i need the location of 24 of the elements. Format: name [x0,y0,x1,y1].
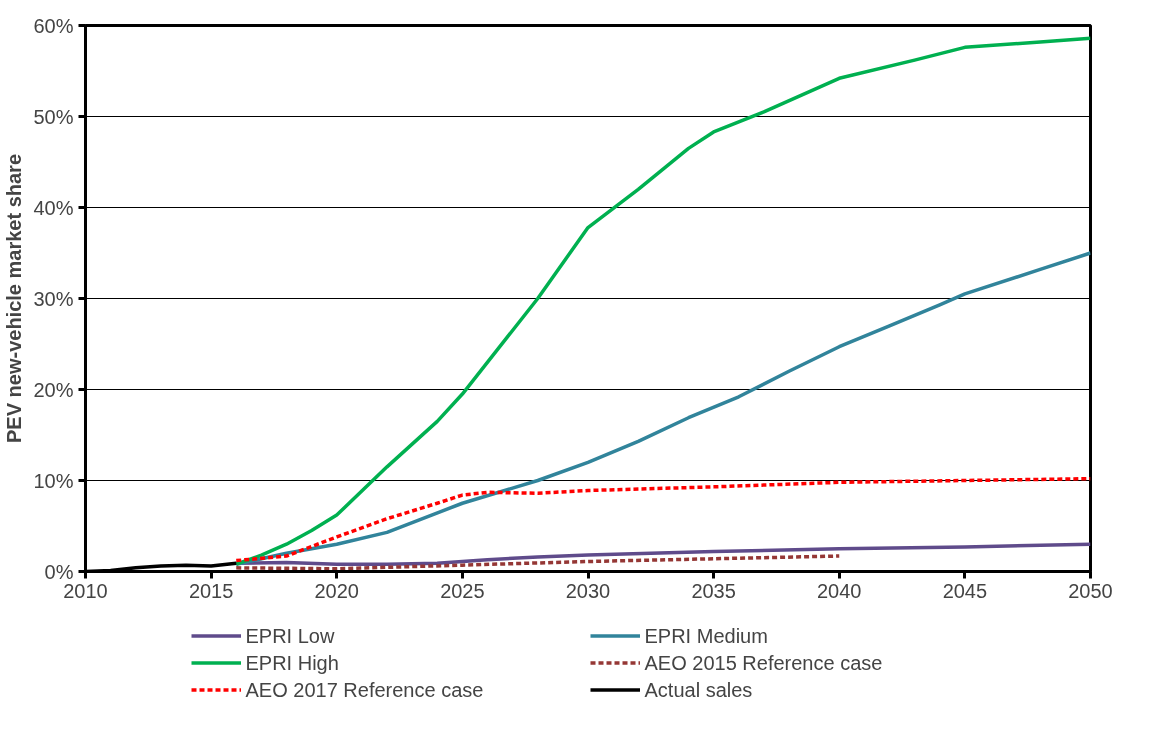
x-tick-label: 2040 [817,579,862,602]
line-series [234,476,1091,563]
x-tick-label: 2015 [188,579,234,602]
legend-label: AEO 2015 Reference case [644,651,884,674]
y-tick-label: 10% [33,469,74,492]
legend-label: EPRI High [245,651,340,674]
y-tick-label: 50% [33,105,74,128]
x-tick-label: 2035 [691,579,736,602]
legend-label: Actual sales [644,678,754,701]
y-tick-label: 40% [33,196,74,219]
y-tick-label: 20% [33,378,74,401]
x-tick-label: 2020 [314,579,359,602]
legend-label: EPRI Medium [644,624,769,647]
x-tick-label: 2050 [1068,579,1113,602]
y-tick-label: 30% [33,287,74,310]
line-series [234,36,1091,566]
line-series [234,554,841,571]
legend-label: EPRI Low [245,624,336,647]
x-tick-label: 2025 [440,579,485,602]
x-tick-label: 2030 [565,579,611,602]
y-axis-title: PEV new-vehicle market share [3,153,26,444]
y-tick-label: 60% [33,14,74,37]
legend-label: AEO 2017 Reference case [245,678,485,701]
x-tick-label: 2045 [942,579,988,602]
